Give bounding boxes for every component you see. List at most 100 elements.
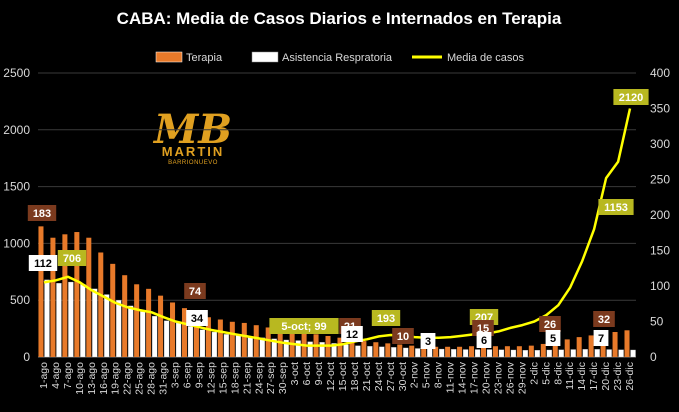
x-tick-label: 26-nov	[504, 361, 516, 394]
bar-terapia	[492, 346, 498, 357]
bar-asistencia	[211, 331, 218, 358]
bar-terapia	[50, 237, 56, 357]
annotation-label: 5-oct; 99	[281, 321, 326, 333]
x-tick-label: 6-oct	[301, 362, 313, 385]
bar-asistencia	[307, 341, 313, 358]
bar-asistencia	[618, 349, 624, 358]
annotation-box	[476, 332, 492, 348]
bar-asistencia	[331, 343, 337, 358]
bar-asistencia	[44, 279, 50, 358]
bar-terapia	[241, 322, 247, 357]
x-tick-label: 26-dic	[624, 362, 636, 391]
bar-asistencia	[379, 346, 385, 358]
line-series	[43, 108, 632, 347]
x-tick-label: 4-ago	[50, 362, 62, 389]
x-tick-label: 27-oct	[385, 362, 397, 391]
right-tick-label: 350	[650, 102, 670, 116]
bar-asistencia	[391, 347, 397, 358]
x-tick-label: 17-nov	[469, 361, 481, 394]
bar-terapia	[62, 234, 68, 357]
annotation-label: 74	[189, 286, 202, 298]
x-tick-label: 12-oct	[325, 362, 337, 391]
annotation-label: 7	[598, 333, 604, 345]
bar-asistencia	[68, 281, 74, 358]
x-tick-label: 12-sep	[205, 362, 217, 394]
bar-asistencia	[259, 337, 265, 358]
annotation-label: 112	[34, 258, 52, 270]
bar-terapia	[86, 237, 92, 357]
bar-asistencia	[295, 340, 301, 358]
x-tick-label: 2-dic	[528, 362, 540, 385]
bar-asistencia	[319, 342, 325, 358]
bar-asistencia	[427, 348, 433, 358]
x-tick-label: 14-nov	[457, 361, 469, 394]
x-tick-label: 22-ago	[122, 362, 134, 395]
annotation-label: 32	[598, 314, 610, 326]
right-tick-label: 50	[650, 315, 664, 329]
bar-asistencia	[415, 348, 421, 358]
x-tick-label: 23-nov	[492, 361, 504, 394]
annotation-box	[184, 283, 206, 299]
x-tick-label: 17-dic	[588, 362, 600, 391]
bar-asistencia	[151, 315, 158, 358]
annotation-label: 5	[550, 333, 556, 345]
x-tick-label: 23-dic	[612, 362, 624, 391]
bar-terapia	[433, 346, 439, 357]
x-tick-label: 24-oct	[373, 362, 385, 391]
annotation-label: 183	[33, 208, 51, 220]
x-tick-label: 20-nov	[481, 361, 493, 394]
right-tick-label: 300	[650, 137, 670, 151]
bar-asistencia	[558, 349, 564, 358]
bar-terapia	[217, 319, 223, 357]
bar-terapia	[122, 275, 128, 357]
bar-terapia	[337, 337, 343, 357]
x-tick-label: 7-ago	[62, 362, 74, 389]
x-tick-label: 8-nov	[433, 361, 445, 388]
bar-asistencia	[534, 350, 541, 358]
left-axis: 0 500 1000 1500 2000 2500	[3, 66, 30, 364]
x-tick-label: 8-dic	[552, 362, 564, 385]
annotation-box	[57, 250, 87, 266]
x-axis: 1-ago 4-ago 7-ago 10-ago 13-ago 16-ago 19-ago 2…	[38, 361, 636, 394]
left-tick-label: 2000	[3, 123, 30, 137]
x-tick-label: 3-sep	[170, 362, 182, 388]
annotation-label: 706	[63, 253, 81, 265]
bar-terapia	[409, 345, 415, 357]
bar-asistencia	[92, 288, 98, 358]
x-tick-label: 31-ago	[158, 362, 170, 395]
x-tick-label: 21-oct	[361, 362, 373, 391]
logo-line2: BARRIONUEVO	[168, 160, 218, 166]
x-tick-label: 5-dic	[540, 362, 552, 385]
annotation-label: 12	[346, 329, 358, 341]
bar-terapia	[134, 284, 140, 357]
bar-terapia	[397, 344, 403, 357]
bar-asistencia	[56, 283, 62, 358]
annotation-box	[593, 330, 609, 346]
bar-asistencia	[271, 338, 277, 358]
bar-asistencia	[355, 345, 361, 358]
bar-terapia	[38, 226, 44, 357]
legend-swatch-terapia	[155, 51, 183, 63]
bar-asistencia	[247, 336, 253, 358]
x-tick-label: 9-sep	[193, 362, 205, 388]
x-tick-label: 20-dic	[600, 362, 612, 391]
annotation-label: 6	[481, 335, 487, 347]
bar-asistencia	[128, 305, 134, 358]
x-tick-label: 25-ago	[134, 362, 146, 395]
bar-asistencia	[403, 347, 409, 358]
bar-asistencia	[283, 339, 289, 358]
logo-line1: MARTIN	[162, 144, 225, 159]
bar-asistencia	[510, 349, 517, 358]
bar-terapia	[480, 345, 486, 357]
bar-terapia	[170, 302, 176, 357]
bar-asistencia	[450, 349, 457, 358]
bar-terapia	[265, 327, 271, 357]
bar-terapia	[504, 346, 510, 357]
bar-asistencia	[462, 349, 469, 358]
annotation-box	[420, 333, 436, 349]
x-tick-label: 9-oct	[313, 362, 325, 385]
annotation-box	[613, 89, 649, 105]
bar-asistencia	[343, 344, 349, 358]
bar-terapia	[110, 263, 116, 357]
